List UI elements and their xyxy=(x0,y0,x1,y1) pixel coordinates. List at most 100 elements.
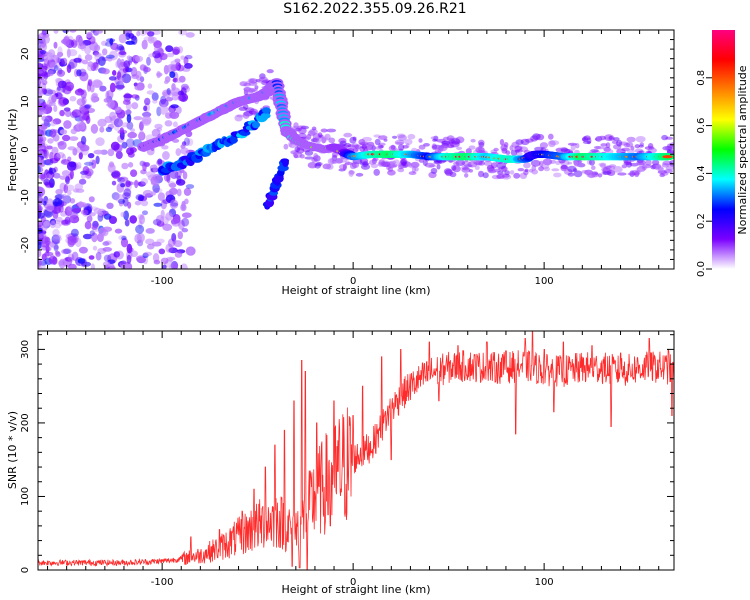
noise-blob xyxy=(70,128,78,135)
noise-blob xyxy=(367,144,376,150)
noise-blob xyxy=(180,147,189,155)
noise-blob xyxy=(188,249,194,255)
noise-blob xyxy=(478,170,484,178)
noise-blob xyxy=(635,136,646,143)
noise-blob xyxy=(374,146,382,150)
noise-blob xyxy=(105,41,113,47)
noise-blob xyxy=(617,172,627,176)
noise-blob xyxy=(97,247,107,254)
noise-blob xyxy=(397,167,405,173)
noise-blob xyxy=(115,84,125,90)
noise-blob xyxy=(65,256,73,262)
noise-blob xyxy=(418,158,424,163)
noise-blob xyxy=(121,235,127,241)
noise-blob xyxy=(79,71,89,82)
noise-blob xyxy=(180,83,189,91)
noise-blob xyxy=(167,181,176,187)
noise-blob xyxy=(171,218,181,227)
noise-blob xyxy=(181,217,190,227)
noise-blob xyxy=(127,131,137,139)
noise-blob xyxy=(430,167,438,174)
noise-blob xyxy=(652,159,660,166)
noise-blob xyxy=(56,69,66,77)
noise-blob xyxy=(175,179,186,186)
noise-blob xyxy=(120,122,130,128)
noise-blob xyxy=(96,30,103,34)
noise-blob xyxy=(119,77,124,85)
noise-blob xyxy=(61,193,67,201)
noise-blob xyxy=(42,35,50,44)
noise-blob xyxy=(66,64,72,73)
noise-blob xyxy=(43,58,50,67)
noise-blob xyxy=(50,120,56,127)
noise-blob xyxy=(38,212,45,219)
noise-blob xyxy=(173,240,183,248)
noise-blob xyxy=(493,147,499,152)
noise-blob xyxy=(636,160,646,166)
noise-blob xyxy=(119,127,125,134)
noise-blob xyxy=(108,76,117,81)
snr-marks xyxy=(38,331,674,570)
noise-blob xyxy=(172,235,177,245)
noise-blob xyxy=(354,144,362,150)
noise-blob xyxy=(548,140,556,148)
noise-blob xyxy=(126,147,134,155)
noise-blob xyxy=(372,157,379,162)
figure-title: S162.2022.355.09.26.R21 xyxy=(283,1,467,17)
noise-blob xyxy=(150,180,160,187)
snr-ytick-label: 100 xyxy=(20,487,31,506)
noise-blob xyxy=(159,104,169,115)
noise-blob xyxy=(51,219,61,224)
noise-blob xyxy=(38,196,43,201)
noise-blob xyxy=(53,234,62,239)
noise-blob xyxy=(254,85,259,90)
noise-blob xyxy=(158,248,166,255)
snr-xlabel: Height of straight line (km) xyxy=(281,583,430,596)
noise-blob xyxy=(626,136,636,143)
noise-blob xyxy=(61,219,71,226)
noise-blob xyxy=(89,212,96,217)
colorbar-tick-label: 0.4 xyxy=(696,165,707,181)
noise-blob xyxy=(490,162,498,169)
noise-blob xyxy=(551,168,560,172)
noise-blob xyxy=(78,178,87,185)
noise-blob xyxy=(175,106,182,115)
noise-blob xyxy=(553,172,562,178)
noise-blob xyxy=(513,172,521,179)
noise-blob xyxy=(123,93,133,99)
noise-blob xyxy=(137,181,146,187)
noise-blob xyxy=(67,49,78,57)
noise-blob xyxy=(157,192,165,201)
noise-blob xyxy=(111,180,117,186)
noise-blob xyxy=(55,61,61,70)
noise-blob xyxy=(83,104,91,110)
noise-blob xyxy=(634,170,640,178)
noise-blob xyxy=(49,167,57,174)
noise-blob xyxy=(40,261,46,269)
noise-blob xyxy=(374,138,381,146)
noise-blob xyxy=(57,46,63,56)
noise-blob xyxy=(46,89,57,95)
noise-blob xyxy=(52,236,62,242)
noise-blob xyxy=(140,199,149,207)
noise-blob xyxy=(432,138,438,142)
noise-blob xyxy=(86,31,93,38)
noise-blob xyxy=(92,50,100,56)
noise-blob xyxy=(534,146,544,152)
noise-blob xyxy=(248,108,259,116)
noise-blob xyxy=(621,164,627,169)
noise-blob xyxy=(345,162,354,165)
noise-blob xyxy=(102,241,110,246)
noise-blob xyxy=(153,40,162,49)
noise-blob xyxy=(131,94,140,99)
noise-blob xyxy=(590,149,599,153)
noise-blob xyxy=(60,159,71,165)
noise-blob xyxy=(130,66,138,77)
noise-blob xyxy=(468,145,476,150)
noise-blob xyxy=(153,202,163,207)
noise-blob xyxy=(77,202,87,207)
noise-blob xyxy=(169,199,179,209)
noise-blob xyxy=(63,120,72,129)
noise-blob xyxy=(63,184,68,194)
noise-blob xyxy=(172,77,178,83)
